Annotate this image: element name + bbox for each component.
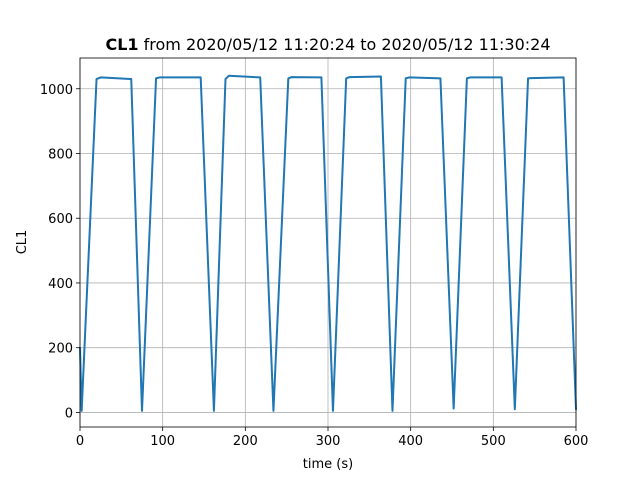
axis-ticks: 0 100 200 300 400 500 600 0 200 400 600 800 1000 [40, 83, 589, 449]
chart-title-bold: CL1 [105, 35, 138, 54]
y-tick-label: 200 [48, 342, 73, 357]
chart-title-rest: from 2020/05/12 11:20:24 to 2020/05/12 1… [139, 35, 551, 54]
series-line-0 [79, 74, 577, 412]
x-tick-label: 100 [150, 434, 175, 449]
x-tick-label: 400 [398, 434, 423, 449]
y-axis-label: CL1 [15, 230, 30, 255]
y-tick-label: 400 [48, 277, 73, 292]
series-layer [79, 74, 577, 412]
x-tick-label: 0 [76, 434, 84, 449]
y-tick-label: 0 [65, 406, 73, 421]
x-tick-label: 600 [564, 434, 589, 449]
chart-title: CL1 from 2020/05/12 11:20:24 to 2020/05/… [105, 35, 550, 54]
x-tick-label: 500 [481, 434, 506, 449]
y-tick-label: 600 [48, 212, 73, 227]
x-axis-label: time (s) [303, 457, 353, 472]
y-tick-label: 1000 [40, 83, 73, 98]
x-tick-label: 200 [233, 434, 258, 449]
x-tick-label: 300 [316, 434, 341, 449]
grid-lines [79, 58, 577, 427]
y-tick-label: 800 [48, 147, 73, 162]
